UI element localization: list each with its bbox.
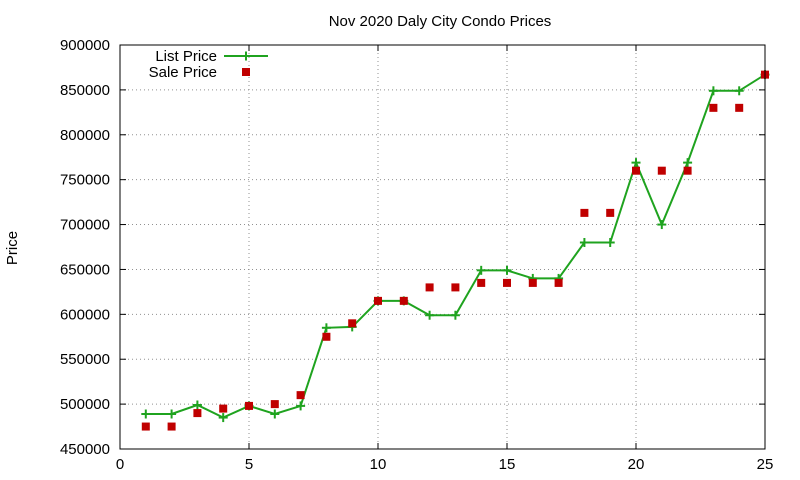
sale-price-point — [167, 422, 176, 431]
x-tick-label: 15 — [499, 456, 516, 473]
y-tick-label: 650000 — [60, 261, 110, 278]
list-price-point — [425, 310, 435, 320]
legend-marker-list-price — [241, 51, 251, 61]
y-tick-label: 850000 — [60, 82, 110, 99]
list-price-line — [145, 73, 766, 419]
x-tick-label: 10 — [370, 456, 387, 473]
sale-price-point — [683, 166, 692, 175]
y-tick-label: 500000 — [60, 396, 110, 413]
sale-price-point — [580, 208, 589, 217]
sale-price-point — [296, 391, 305, 400]
sale-price-series — [141, 70, 769, 431]
list-price-point — [502, 265, 512, 275]
list-price-point — [683, 158, 693, 168]
legend-label-list-price: List Price — [155, 48, 217, 65]
list-price-point — [579, 238, 589, 248]
list-price-point — [708, 86, 718, 96]
sale-price-point — [399, 296, 408, 305]
y-tick-label: 600000 — [60, 306, 110, 323]
series — [141, 70, 770, 431]
sale-price-point — [374, 296, 382, 305]
list-price-point — [141, 409, 151, 419]
sale-price-point — [657, 166, 666, 175]
y-tick-label: 700000 — [60, 217, 110, 234]
sale-price-point — [477, 278, 486, 287]
tick-labels: 0 5 10 15 20 25 450000 500000 550000 600000 650000… — [60, 37, 773, 473]
chart-title: Nov 2020 Daly City Condo Prices — [329, 13, 552, 30]
x-tick-label: 5 — [245, 456, 253, 473]
sale-price-point — [528, 278, 537, 287]
legend-swatch-sale-price — [242, 68, 250, 76]
y-tick-label: 750000 — [60, 172, 110, 189]
y-tick-label: 800000 — [60, 127, 110, 144]
list-price-point — [218, 413, 228, 423]
sale-price-point — [193, 409, 202, 418]
list-price-point — [605, 238, 615, 248]
sale-price-point — [554, 278, 563, 287]
y-tick-label: 550000 — [60, 351, 110, 368]
x-tick-label: 0 — [116, 456, 124, 473]
list-price-point — [734, 86, 744, 96]
x-tick-label: 25 — [757, 456, 774, 473]
sale-price-point — [632, 166, 640, 175]
plot-frame — [119, 44, 766, 450]
list-price-point — [450, 310, 460, 320]
list-price-point — [631, 158, 641, 168]
list-price-point — [167, 409, 177, 419]
sale-price-point — [451, 283, 460, 292]
y-axis-label: Price — [4, 231, 21, 265]
sale-price-point — [709, 103, 718, 112]
sale-price-point — [322, 332, 331, 341]
sale-price-point — [425, 283, 434, 292]
list-price-point — [657, 220, 667, 230]
y-tick-label: 900000 — [60, 37, 110, 54]
sale-price-point — [219, 404, 228, 413]
list-price-point — [270, 409, 280, 419]
list-price-point — [192, 400, 202, 410]
list-price-series — [141, 70, 770, 423]
sale-price-point — [245, 401, 253, 410]
grid — [120, 45, 765, 449]
legend-label-sale-price: Sale Price — [149, 64, 217, 81]
sale-price-point — [503, 278, 511, 287]
list-price-point — [296, 401, 306, 411]
sale-price-point — [735, 103, 744, 112]
y-tick-label: 450000 — [60, 441, 110, 458]
list-price-point — [321, 323, 331, 333]
sale-price-point — [141, 422, 150, 431]
sale-price-point — [270, 400, 279, 409]
x-tick-label: 20 — [628, 456, 645, 473]
sale-price-point — [606, 208, 615, 217]
list-price-point — [476, 265, 486, 275]
sale-price-point — [348, 319, 357, 328]
